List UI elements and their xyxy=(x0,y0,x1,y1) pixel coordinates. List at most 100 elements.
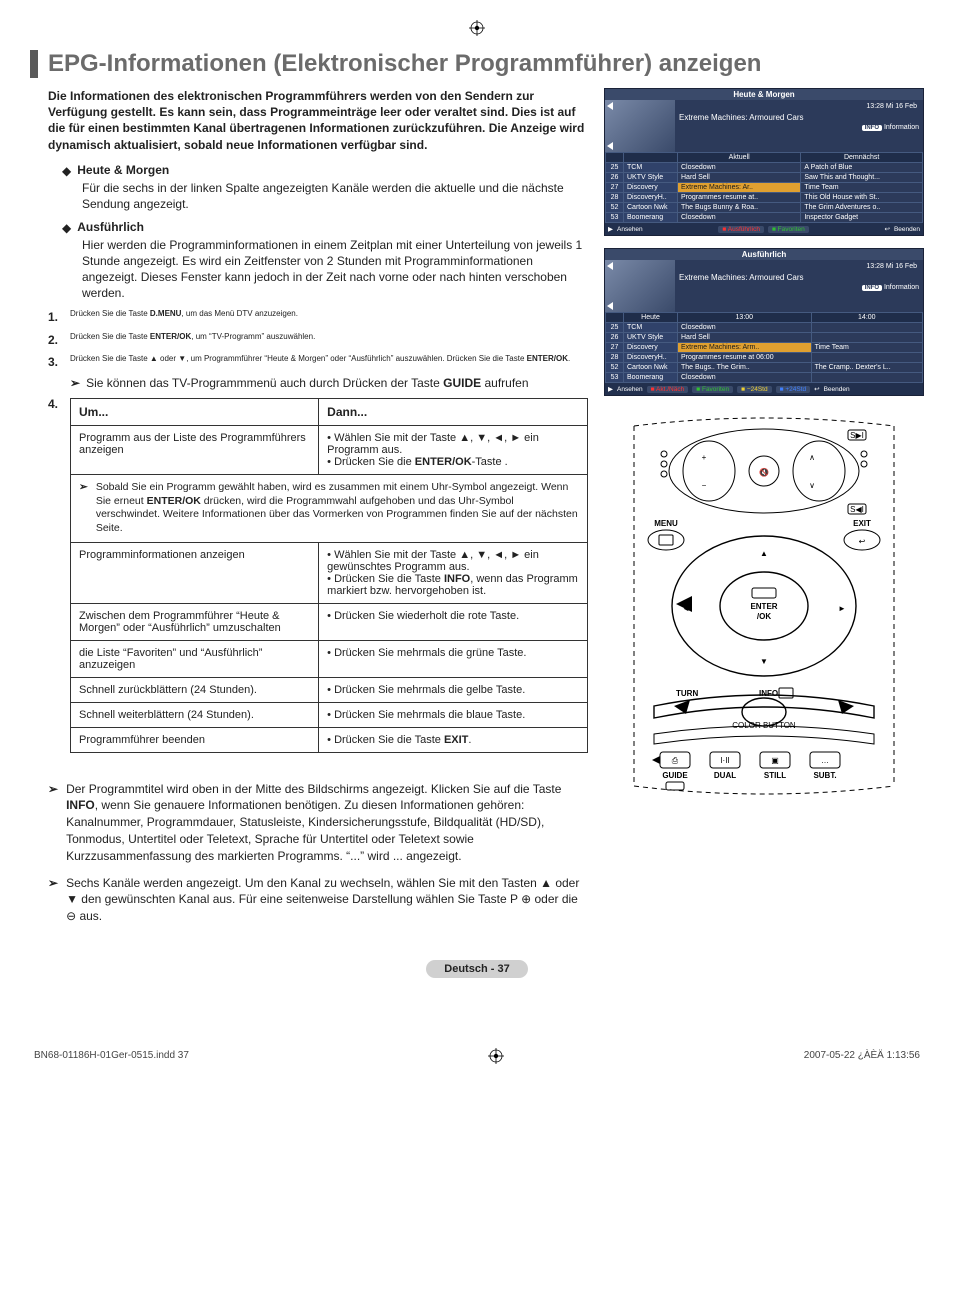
epg-cell: A Patch of Blue xyxy=(801,163,923,173)
svg-text:+: + xyxy=(702,453,707,462)
epg-ch-name: DiscoveryH.. xyxy=(624,193,678,203)
svg-text:/OK: /OK xyxy=(757,612,771,621)
table-head-right: Dann... xyxy=(319,399,588,426)
step-number: 1. xyxy=(48,309,62,325)
table-row: Programmführer beenden Drücken Sie die Ta… xyxy=(71,727,588,752)
arrow-icon: ➢ xyxy=(48,781,58,865)
epg-row: 52Cartoon NwkThe Bugs.. The Grim..The Cr… xyxy=(606,363,923,373)
epg-cell: This Old House with St.. xyxy=(801,193,923,203)
epg-col-head: Aktuell xyxy=(678,153,801,163)
page-title: EPG-Informationen (Elektronischer Progra… xyxy=(30,50,924,78)
epg-cell: Time Team xyxy=(811,343,922,353)
bullet-body: Hier werden die Programminformationen in… xyxy=(82,237,588,302)
epg-thumbnail xyxy=(605,100,675,152)
table-cell-left: die Liste “Favoriten” und “Ausführlich” … xyxy=(71,640,319,677)
epg-screenshot-ausfuehrlich: Ausführlich 13:28 Mi 16 Feb Extreme Mach… xyxy=(604,248,924,396)
epg-col-head: 14:00 xyxy=(811,313,922,323)
svg-text:I·II: I·II xyxy=(720,756,729,765)
diamond-icon: ◆ xyxy=(62,220,71,237)
epg-ch-num: 52 xyxy=(606,203,624,213)
epg-cell: Extreme Machines: Ar.. xyxy=(678,183,801,193)
bullet-heute-morgen: ◆ Heute & Morgen Für die sechs in der li… xyxy=(62,163,588,212)
arrow-icon: ➢ xyxy=(79,481,88,536)
epg-date: 13:28 Mi 16 Feb xyxy=(679,262,919,271)
page-number-badge: Deutsch - 37 xyxy=(30,959,924,978)
table-cell-right: Drücken Sie mehrmals die blaue Taste. xyxy=(319,702,588,727)
table-action: Wählen Sie mit der Taste ▲, ▼, ◄, ► ein … xyxy=(327,549,579,573)
table-action: Drücken Sie die Taste INFO, wenn das Pro… xyxy=(327,573,579,597)
table-row: Programminformationen anzeigenWählen Sie… xyxy=(71,542,588,603)
table-action: Drücken Sie die Taste EXIT. xyxy=(327,734,579,746)
epg-cell: Closedown xyxy=(678,213,801,223)
epg-ch-name: DiscoveryH.. xyxy=(624,353,678,363)
epg-ch-name: TCM xyxy=(624,163,678,173)
table-cell-left: Programmführer beenden xyxy=(71,727,319,752)
epg-footer: ▶Ansehen ■ Ausführlich ■ Favoriten ↩Been… xyxy=(605,223,923,235)
epg-ch-num: 25 xyxy=(606,163,624,173)
epg-cell xyxy=(811,333,922,343)
step-number: 4. xyxy=(48,396,62,753)
epg-title: Ausführlich xyxy=(605,249,923,260)
epg-ch-name: Discovery xyxy=(624,343,678,353)
exit-icon: ↩ xyxy=(814,385,819,393)
print-footer: BN68-01186H-01Ger-0515.indd 37 2007-05-2… xyxy=(30,1048,924,1064)
epg-cell: Closedown xyxy=(678,323,812,333)
epg-footer: ▶Ansehen ■ Akt./Näch ■ Favoriten ■ −24St… xyxy=(605,383,923,395)
epg-cell: Saw This and Thought... xyxy=(801,173,923,183)
step-item: 1. Drücken Sie die Taste D.MENU, um das … xyxy=(48,309,588,325)
bullet-title: Heute & Morgen xyxy=(77,163,169,177)
epg-screenshot-heute-morgen: Heute & Morgen 13:28 Mi 16 Feb Extreme M… xyxy=(604,88,924,236)
table-cell-left: Programm aus der Liste des Programmführe… xyxy=(71,426,319,475)
table-cell-right: Drücken Sie mehrmals die grüne Taste. xyxy=(319,640,588,677)
epg-col-head xyxy=(624,153,678,163)
epg-cell: Closedown xyxy=(678,373,812,383)
table-action: Drücken Sie mehrmals die grüne Taste. xyxy=(327,647,579,659)
epg-col-head xyxy=(606,313,624,323)
epg-ch-num: 52 xyxy=(606,363,624,373)
print-filename: BN68-01186H-01Ger-0515.indd 37 xyxy=(34,1050,189,1061)
epg-cell: Hard Sell xyxy=(678,333,812,343)
table-action: Drücken Sie wiederholt die rote Taste. xyxy=(327,610,579,622)
table-action: Wählen Sie mit der Taste ▲, ▼, ◄, ► ein … xyxy=(327,432,579,456)
sub-note: ➢ Sie können das TV-Programmmenü auch du… xyxy=(70,376,588,390)
epg-ch-num: 26 xyxy=(606,173,624,183)
table-action: Drücken Sie mehrmals die blaue Taste. xyxy=(327,709,579,721)
epg-row: 53BoomerangClosedown xyxy=(606,373,923,383)
epg-ch-name: Cartoon Nwk xyxy=(624,363,678,373)
svg-text:SUBT.: SUBT. xyxy=(813,771,836,780)
epg-cell: The Grim Adventures o.. xyxy=(801,203,923,213)
epg-col-head xyxy=(606,153,624,163)
epg-ch-num: 28 xyxy=(606,193,624,203)
epg-row: 27DiscoveryExtreme Machines: Arm..Time T… xyxy=(606,343,923,353)
epg-ch-name: Discovery xyxy=(624,183,678,193)
bullet-ausfuehrlich: ◆ Ausführlich Hier werden die Programmin… xyxy=(62,220,588,302)
bullet-body: Für die sechs in der linken Spalte angez… xyxy=(82,180,588,212)
step-number: 2. xyxy=(48,332,62,348)
epg-date: 13:28 Mi 16 Feb xyxy=(679,102,919,111)
epg-row: 28DiscoveryH..Programmes resume at 06:00 xyxy=(606,353,923,363)
bottom-note: ➢Der Programmtitel wird oben in der Mitt… xyxy=(48,781,588,865)
epg-row: 25TCMClosedownA Patch of Blue xyxy=(606,163,923,173)
epg-thumbnail xyxy=(605,260,675,312)
svg-text:ENTER: ENTER xyxy=(750,602,777,611)
epg-ch-num: 27 xyxy=(606,343,624,353)
svg-text:MENU: MENU xyxy=(654,519,678,528)
epg-row: 26UKTV StyleHard Sell xyxy=(606,333,923,343)
svg-text:STILL: STILL xyxy=(764,771,786,780)
epg-cell: The Cramp.. Dexter's L.. xyxy=(811,363,922,373)
table-cell-left: Schnell weiterblättern (24 Stunden). xyxy=(71,702,319,727)
svg-text:🔇: 🔇 xyxy=(759,467,769,477)
epg-grid: Heute13:0014:0025TCMClosedown26UKTV Styl… xyxy=(605,312,923,383)
epg-ch-name: UKTV Style xyxy=(624,333,678,343)
epg-ch-num: 53 xyxy=(606,373,624,383)
epg-cell xyxy=(811,353,922,363)
epg-ch-name: TCM xyxy=(624,323,678,333)
svg-text:EXIT: EXIT xyxy=(853,519,871,528)
epg-cell: The Bugs.. The Grim.. xyxy=(678,363,812,373)
epg-info-line: INFO Information xyxy=(679,124,919,131)
epg-row: 53BoomerangClosedownInspector Gadget xyxy=(606,213,923,223)
svg-text:▣: ▣ xyxy=(771,756,779,765)
epg-title: Heute & Morgen xyxy=(605,89,923,100)
step-text: Drücken Sie die Taste ENTER/OK, um “TV-P… xyxy=(70,332,588,348)
table-cell-left: Schnell zurückblättern (24 Stunden). xyxy=(71,677,319,702)
